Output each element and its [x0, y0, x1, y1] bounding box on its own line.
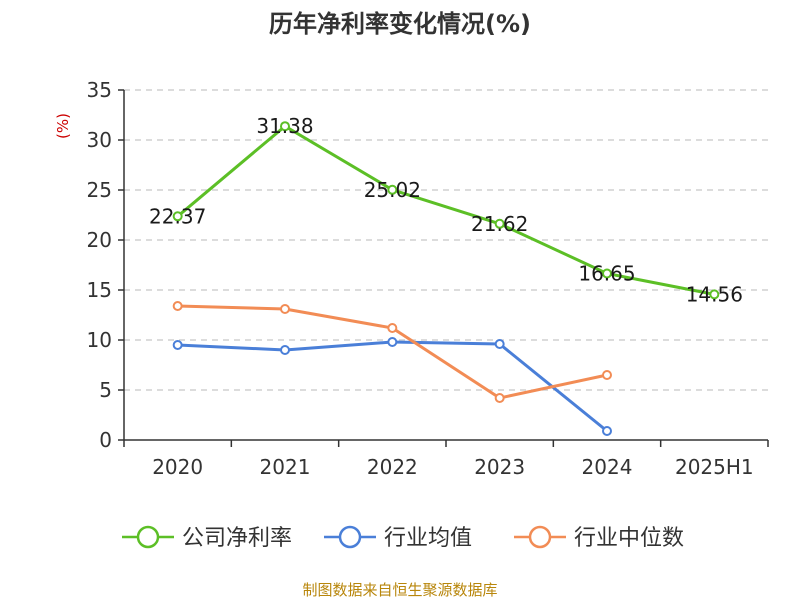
- data-labels: 22.37 31.38 25.02 21.62 16.65 14.56: [149, 114, 743, 306]
- data-label: 31.38: [256, 114, 313, 138]
- legend-marker: [528, 525, 552, 549]
- data-point: [709, 289, 720, 300]
- series-lines: [172, 121, 720, 436]
- data-label: 14.56: [686, 282, 743, 306]
- data-point: [172, 340, 183, 350]
- data-point: [494, 218, 505, 229]
- legend-marker: [338, 525, 362, 549]
- data-point: [280, 121, 290, 132]
- data-point: [280, 345, 290, 355]
- source-note: 制图数据来自恒生聚源数据库: [302, 581, 497, 599]
- legend-label: 公司净利率: [182, 526, 292, 551]
- series-line: [176, 124, 715, 296]
- data-point: [172, 211, 183, 222]
- data-label: 21.62: [471, 212, 528, 236]
- data-point: [387, 323, 398, 333]
- data-label: 22.37: [149, 204, 206, 228]
- data-point: [494, 393, 505, 403]
- legend: 公司净利率 行业均值 行业中位数: [122, 525, 684, 551]
- chart-title: 历年净利率变化情况(%): [269, 10, 531, 38]
- x-tick-label: 2021: [260, 455, 311, 479]
- legend-marker: [136, 525, 160, 549]
- data-point: [280, 304, 290, 314]
- axes: 0 5 10 15 20 25 30 35 2020 2021 2022 2023 2024 2025H1: [87, 78, 769, 479]
- y-tick-label: 10: [87, 328, 112, 352]
- x-tick-label: 2023: [474, 455, 525, 479]
- data-label: 16.65: [578, 262, 635, 286]
- data-label: 25.02: [364, 178, 421, 202]
- gridlines: [124, 89, 768, 391]
- data-point: [602, 426, 612, 436]
- y-axis-unit-label: (%): [54, 113, 72, 139]
- data-point: [387, 337, 398, 347]
- data-point: [494, 339, 505, 349]
- x-tick-label: 2020: [152, 455, 203, 479]
- x-tick-label: 2024: [582, 455, 633, 479]
- y-tick-label: 35: [87, 78, 112, 102]
- x-tick-label: 2022: [367, 455, 418, 479]
- y-tick-label: 20: [87, 228, 112, 252]
- series-line: [177, 340, 608, 433]
- data-point: [602, 370, 612, 380]
- y-tick-label: 15: [87, 278, 112, 302]
- legend-label: 行业中位数: [574, 526, 684, 551]
- legend-label: 行业均值: [384, 526, 472, 551]
- y-tick-label: 0: [99, 428, 112, 452]
- data-point: [172, 301, 183, 311]
- x-tick-label: 2025H1: [675, 455, 754, 479]
- y-tick-label: 5: [99, 378, 112, 402]
- y-tick-label: 25: [87, 178, 112, 202]
- data-point: [602, 268, 612, 279]
- series-line: [177, 304, 608, 400]
- y-tick-label: 30: [87, 128, 112, 152]
- data-point: [387, 184, 398, 195]
